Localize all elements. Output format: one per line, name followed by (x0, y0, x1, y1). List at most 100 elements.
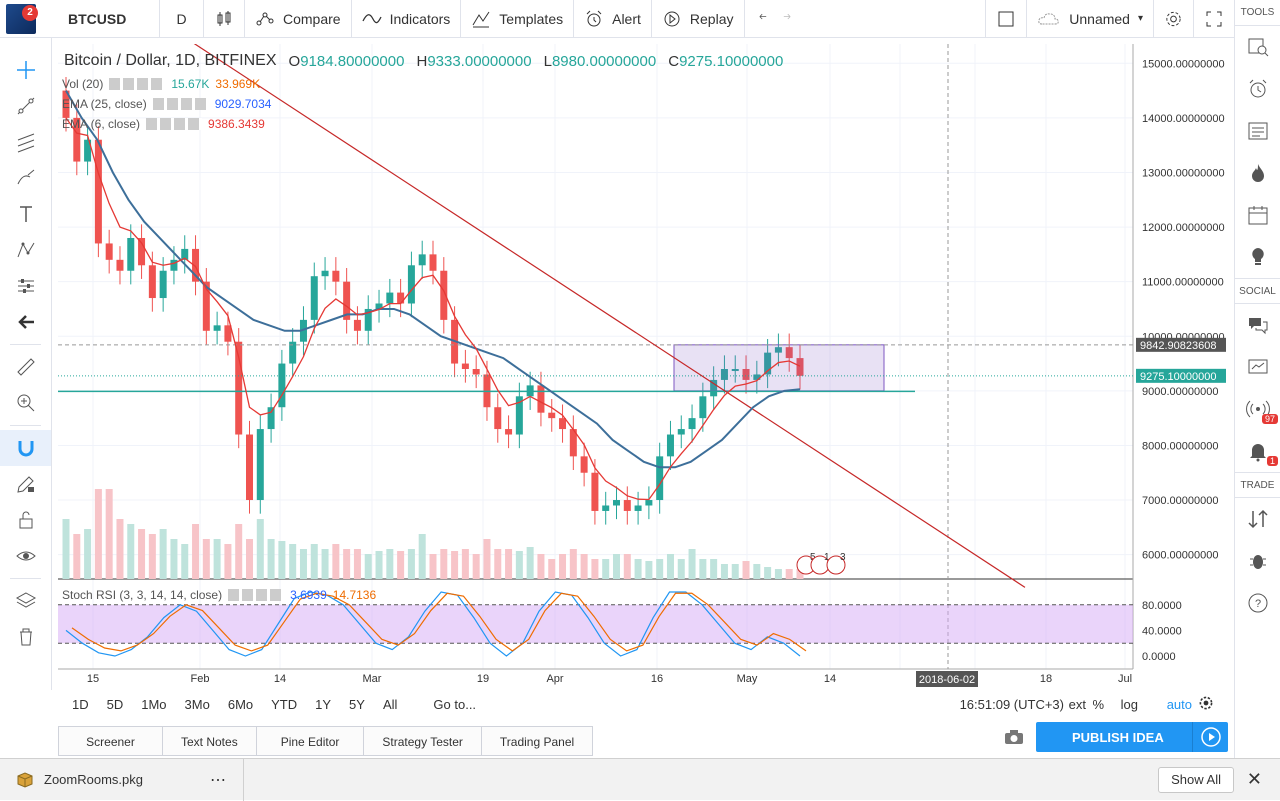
object-tree-tool[interactable] (0, 583, 51, 619)
publish-play-button[interactable] (1192, 722, 1228, 752)
volume-legend[interactable]: Vol (20) 15.67K 33.969K (62, 77, 260, 91)
show-all-button[interactable]: Show All (1158, 767, 1234, 793)
tools-heading: TOOLS (1235, 0, 1280, 26)
fullscreen-button[interactable] (1194, 0, 1234, 38)
help-icon: ? (1248, 593, 1267, 613)
watchlist-button[interactable] (1235, 26, 1280, 68)
indicator-controls[interactable] (109, 78, 166, 90)
snapshot-button[interactable] (1004, 729, 1024, 750)
replay-button[interactable]: Replay (652, 0, 745, 38)
help-button[interactable]: ? (1235, 582, 1280, 624)
tab-text-notes[interactable]: Text Notes (162, 726, 256, 756)
indicator-controls[interactable] (152, 98, 209, 110)
candle-body (623, 500, 631, 511)
trendline-tool[interactable] (0, 88, 51, 124)
range-5y[interactable]: 5Y (349, 696, 365, 712)
volume-bar (774, 569, 782, 579)
interval-button[interactable]: D (160, 0, 204, 38)
notifications-button[interactable]: 1 (1235, 430, 1280, 472)
pitchfork-tool[interactable] (0, 124, 51, 160)
tab-trading-panel[interactable]: Trading Panel (480, 726, 594, 756)
clock[interactable]: 16:51:09 (UTC+3) (959, 696, 1064, 712)
logo[interactable]: 2 (0, 0, 42, 38)
magnet-icon (18, 441, 33, 457)
ema25-legend[interactable]: EMA (25, close) 9029.7034 (62, 97, 271, 111)
range-rectangle (673, 344, 885, 392)
ideas-stream-button[interactable] (1235, 346, 1280, 388)
candle-body (386, 292, 394, 304)
symbol-title[interactable]: Bitcoin / Dollar, 1D, BITFINEX (64, 52, 277, 69)
stoch-tick-label: 40.0000 (1142, 625, 1182, 637)
undo-icon[interactable] (755, 9, 771, 29)
percent-toggle[interactable]: % (1092, 696, 1104, 712)
streams-button[interactable]: 97 (1235, 388, 1280, 430)
close-icon[interactable]: ✕ (1246, 769, 1262, 789)
hotlists-button[interactable] (1235, 152, 1280, 194)
range-1d[interactable]: 1D (72, 696, 89, 712)
volume-bar (526, 547, 534, 579)
range-1y[interactable]: 1Y (315, 696, 332, 712)
goto-button[interactable]: Go to... (433, 696, 477, 712)
alerts-button[interactable] (1235, 68, 1280, 110)
dom-button[interactable] (1235, 498, 1280, 540)
remove-drawings-tool[interactable] (0, 619, 51, 655)
settings-button[interactable] (1154, 0, 1194, 38)
range-3mo[interactable]: 3Mo (184, 696, 210, 712)
tab-strategy-tester[interactable]: Strategy Tester (363, 726, 481, 756)
range-ytd[interactable]: YTD (271, 696, 298, 712)
auto-toggle[interactable]: auto (1166, 696, 1192, 712)
ema6-legend[interactable]: EMA (6, close) 9386.3439 (62, 117, 265, 131)
publish-idea-button[interactable]: PUBLISH IDEA (1036, 722, 1228, 752)
volume-bar (548, 559, 556, 579)
range-1mo[interactable]: 1Mo (141, 696, 167, 712)
compare-button[interactable]: Compare (245, 0, 352, 38)
bug-report-button[interactable] (1235, 540, 1280, 582)
data-window-button[interactable] (1235, 110, 1280, 152)
time-tick-label: 14 (824, 673, 836, 685)
stoch-rsi-legend[interactable]: Stoch RSI (3, 3, 14, 14, close) 3.6939 14.… (62, 588, 376, 602)
scale-settings-button[interactable] (1198, 695, 1214, 714)
redo-icon[interactable] (779, 9, 795, 29)
stay-in-drawing-tool[interactable] (0, 466, 51, 502)
lock-drawings-tool[interactable] (0, 502, 51, 538)
magnet-tool[interactable] (0, 430, 51, 466)
chart-style-button[interactable] (204, 0, 245, 38)
download-item[interactable]: ZoomRooms.pkg ⋯ (0, 758, 244, 801)
templates-button[interactable]: Templates (461, 0, 575, 38)
volume-name: Vol (20) (62, 77, 104, 91)
indicator-controls[interactable] (228, 589, 285, 601)
range-6mo[interactable]: 6Mo (227, 696, 254, 712)
prediction-tool[interactable] (0, 268, 51, 304)
log-toggle[interactable]: log (1120, 696, 1138, 712)
text-tool[interactable] (0, 196, 51, 232)
tab-screener[interactable]: Screener (58, 726, 162, 756)
measure-tool[interactable] (0, 349, 51, 385)
hide-drawings-tool[interactable] (0, 538, 51, 574)
range-5d[interactable]: 5D (106, 696, 124, 712)
brush-tool[interactable] (0, 160, 51, 196)
pattern-tool[interactable] (0, 232, 51, 268)
volume-bar (267, 539, 275, 579)
more-options-icon[interactable]: ⋯ (210, 771, 227, 789)
alert-button[interactable]: Alert (574, 0, 652, 38)
chats-button[interactable] (1235, 304, 1280, 346)
icons-tool[interactable] (0, 304, 51, 340)
calendar-button[interactable] (1235, 194, 1280, 236)
ideas-button[interactable] (1235, 236, 1280, 278)
layout-menu[interactable]: Unnamed ▾ (1027, 0, 1154, 38)
indicator-controls[interactable] (146, 118, 203, 130)
ext-toggle[interactable]: ext (1068, 696, 1086, 712)
candle-body (256, 429, 264, 501)
volume-bar (537, 554, 545, 579)
ema6-value: 9386.3439 (208, 117, 265, 131)
tab-pine-editor[interactable]: Pine Editor (255, 726, 364, 756)
indicators-button[interactable]: Indicators (352, 0, 462, 38)
volume-bar (656, 559, 664, 579)
close-value: 9275.10000000 (679, 52, 784, 70)
fullscreen-toggle[interactable] (985, 0, 1028, 38)
symbol-search[interactable]: BTCUSD (42, 0, 160, 38)
range-all[interactable]: All (382, 696, 398, 712)
zoom-tool[interactable] (0, 385, 51, 421)
crosshair-tool[interactable] (0, 52, 51, 88)
